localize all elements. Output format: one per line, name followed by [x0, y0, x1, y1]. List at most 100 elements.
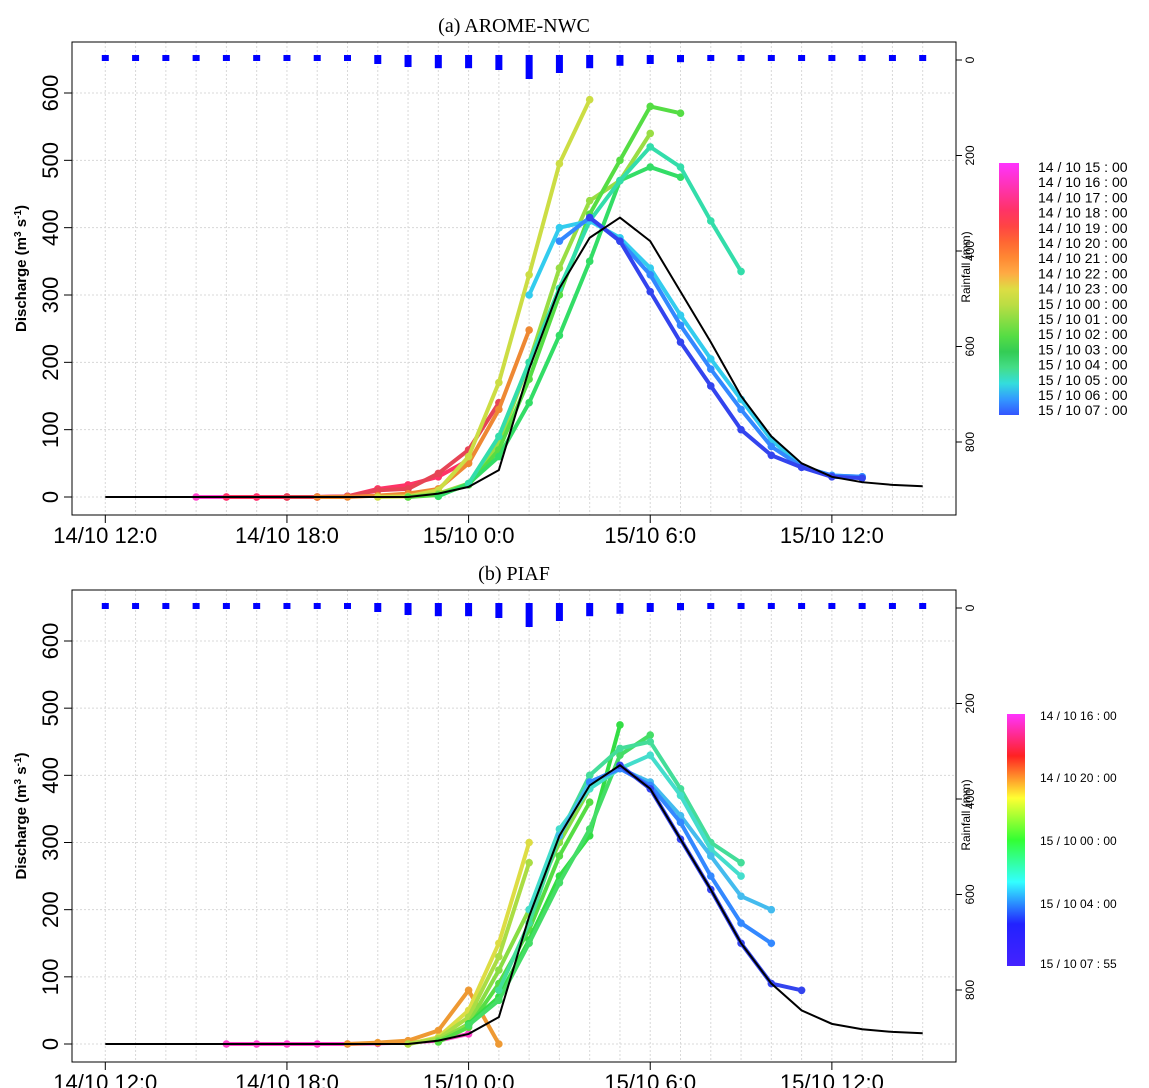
legend-label: 15 / 10 03 : 00: [1038, 341, 1128, 357]
rainfall-bar: [767, 55, 775, 61]
y-tick-label: 200: [38, 891, 63, 928]
series-point: [555, 264, 564, 272]
gridlines: [72, 42, 956, 515]
series-point: [525, 838, 533, 847]
gridlines: [72, 590, 956, 1062]
rainfall-bar: [767, 603, 775, 609]
rainfall-bar: [343, 55, 351, 61]
rainfall-bar: [677, 55, 685, 63]
y-tick-label: 0: [38, 1038, 63, 1050]
series-line: [466, 144, 744, 486]
legend-label: 15 / 10 01 : 00: [1038, 311, 1128, 327]
legend-label: 15 / 10 07 : 55: [1040, 957, 1117, 971]
rainfall-bar: [828, 603, 836, 609]
series-point: [737, 858, 745, 867]
series-point: [706, 365, 715, 373]
series-point: [646, 737, 655, 746]
panel-piaf: (b) PIAF 0 100 200 300 400 500 600 Discharge (m3…: [13, 563, 1118, 1088]
series-point: [706, 355, 715, 363]
series-point: [555, 223, 564, 232]
series-point: [585, 95, 594, 104]
rainfall-bar: [616, 55, 624, 66]
rainfall-bar: [919, 55, 927, 61]
x-tick-label: 14/10 12:0: [53, 523, 157, 548]
rainfall-bars: [101, 55, 927, 79]
rainfall-bar: [404, 55, 412, 67]
series-point: [676, 173, 685, 181]
legend-label: 14 / 10 15 : 00: [1038, 159, 1128, 175]
rainfall-bar: [283, 603, 291, 609]
rainfall-bar: [313, 603, 321, 609]
y-axis-label: Discharge (m3 s-1): [13, 752, 31, 879]
y2-tick-label: 200: [963, 145, 977, 165]
series-point: [737, 405, 745, 414]
y-tick-label: 100: [38, 411, 63, 448]
rainfall-bar: [737, 55, 745, 61]
series-point: [737, 892, 745, 901]
series-point: [797, 463, 806, 472]
y-tick-label: 600: [38, 623, 63, 660]
y-tick-label: 300: [38, 277, 63, 314]
y2-axis-label: Rainfall (mm): [959, 779, 973, 850]
series-point: [434, 1026, 443, 1035]
y-tick-label: 0: [38, 491, 63, 503]
series-point: [767, 905, 776, 914]
series-point: [495, 986, 503, 995]
rainfall-bar: [132, 55, 140, 61]
series-point: [464, 452, 473, 461]
y2-tick-label: 800: [963, 980, 977, 1000]
series-point: [555, 879, 564, 887]
series-point: [495, 1040, 503, 1048]
y2-tick-label: 400: [963, 241, 977, 261]
rainfall-bar: [374, 55, 382, 64]
y2-axis-label: Rainfall (mm): [959, 231, 973, 302]
series-point: [676, 818, 685, 827]
series-point: [737, 267, 745, 276]
rainfall-bar: [192, 603, 200, 609]
x-tick-label: 14/10 12:0: [53, 1070, 157, 1088]
legend-label: 15 / 10 07 : 00: [1038, 402, 1128, 418]
legend-label: 14 / 10 17 : 00: [1038, 189, 1128, 205]
series-point: [525, 398, 533, 407]
legend-label: 14 / 10 16 : 00: [1040, 709, 1117, 723]
series-point: [706, 382, 715, 390]
series-point: [585, 196, 594, 205]
legend-label: 15 / 10 04 : 00: [1038, 357, 1128, 373]
rainfall-bar: [677, 603, 685, 611]
series-line: [436, 786, 592, 1043]
series-point: [616, 721, 624, 729]
x-tick-label: 14/10 18:0: [235, 523, 339, 548]
series-point: [676, 311, 685, 320]
chart-title: (a) AROME-NWC: [438, 15, 590, 37]
series-point: [555, 852, 564, 860]
rainfall-bar: [313, 55, 321, 61]
series-point: [495, 952, 503, 961]
y-axis-label: Discharge (m3 s-1): [13, 205, 31, 332]
series-point: [495, 405, 503, 414]
rainfall-bar: [888, 603, 896, 609]
rainfall-bar: [253, 55, 261, 61]
series-point: [616, 744, 624, 753]
rainfall-bar: [555, 55, 563, 73]
rainfall-bar: [707, 603, 715, 609]
y2-tick-label: 600: [963, 884, 977, 904]
rainfall-bar: [495, 55, 503, 70]
series-point: [676, 791, 685, 800]
y2-tick-label: 0: [963, 56, 977, 63]
y-tick-label: 400: [38, 757, 63, 794]
x-tick-label: 15/10 12:0: [780, 523, 884, 548]
series-point: [676, 109, 685, 117]
series-point: [464, 1021, 473, 1029]
y-tick-label: 100: [38, 958, 63, 995]
y2-tick-label: 800: [963, 432, 977, 452]
rainfall-bar: [646, 55, 654, 64]
series-line: [527, 753, 744, 912]
y-tick-label: 400: [38, 209, 63, 246]
forecast-series: [222, 721, 806, 1048]
series-point: [646, 271, 655, 279]
rainfall-bar: [465, 603, 473, 617]
y2-tick-label: 0: [963, 604, 977, 611]
series-point: [616, 751, 624, 759]
forecast-series: [192, 95, 866, 501]
legend: 14 / 10 16 : 00 14 / 10 20 : 00 15 / 10 00…: [1007, 709, 1117, 971]
